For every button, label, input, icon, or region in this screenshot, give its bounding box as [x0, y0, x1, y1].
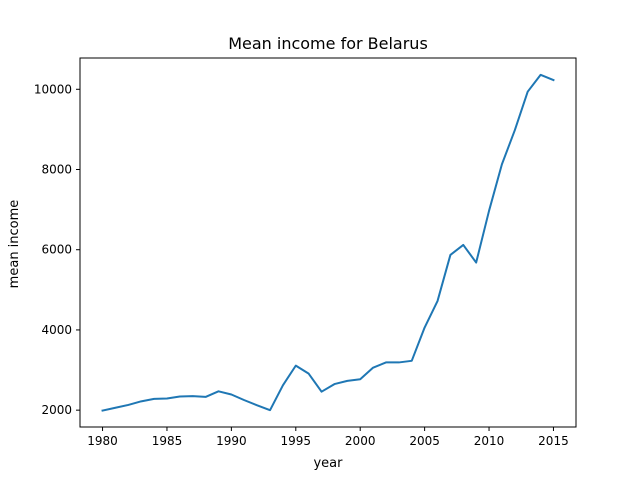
plot-area: 1980 1985 1990 1995 2000 2005 2010 2015 2000 4000…: [34, 57, 577, 448]
series-line-0: [101, 73, 555, 412]
x-tick-label-2010: 2010: [474, 434, 505, 448]
y-tick-label-8000: 8000: [41, 163, 72, 177]
axes-frame: [79, 57, 577, 428]
y-tick-label-2000: 2000: [41, 403, 72, 417]
x-tick-label-1980: 1980: [87, 434, 118, 448]
chart-title: Mean income for Belarus: [228, 34, 428, 53]
x-tick-label-1985: 1985: [152, 434, 183, 448]
y-tick-label-6000: 6000: [41, 243, 72, 257]
x-tick-label-2000: 2000: [345, 434, 376, 448]
y-axis-label: mean income: [7, 200, 22, 289]
x-tick-label-2005: 2005: [409, 434, 440, 448]
y-tick-label-10000: 10000: [34, 82, 72, 96]
x-tick-label-1990: 1990: [216, 434, 247, 448]
x-tick-label-2015: 2015: [538, 434, 569, 448]
y-tick-label-4000: 4000: [41, 323, 72, 337]
x-axis-label: year: [313, 456, 343, 471]
x-tick-label-1995: 1995: [281, 434, 312, 448]
